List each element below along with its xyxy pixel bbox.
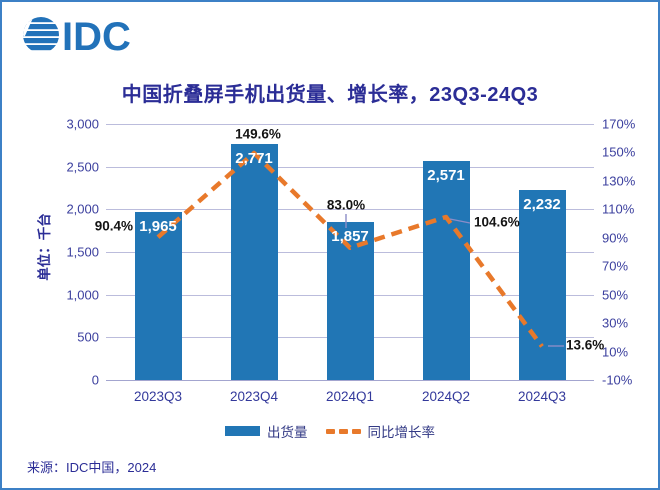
y-axis-right-tick: -10%: [602, 372, 633, 388]
gridline: [106, 124, 594, 125]
legend-item-shipments: 出货量: [225, 421, 308, 441]
y-axis-left-tick: 3,000: [66, 116, 99, 132]
bar-value-label: 1,965: [139, 218, 177, 236]
legend-item-growth: 同比增长率: [325, 421, 436, 441]
y-axis-right-tick: 70%: [602, 258, 629, 274]
y-axis-right-tick: 130%: [602, 173, 636, 189]
y-axis-left-tick: 1,000: [66, 287, 99, 303]
x-axis-tick: 2023Q3: [133, 389, 183, 404]
idc-logo: IDC: [22, 13, 144, 62]
idc-logo-text: IDC: [62, 15, 131, 57]
y-axis-right-tick: 50%: [602, 287, 629, 303]
gridline: [106, 166, 594, 168]
idc-logo-graphic: IDC: [23, 15, 131, 59]
legend: 出货量 同比增长率: [2, 421, 658, 441]
growth-rate-label: 104.6%: [474, 214, 520, 230]
bar-2024Q1: [326, 221, 374, 380]
growth-rate-label: 149.6%: [235, 126, 281, 142]
chart-title: 中国折叠屏手机出货量、增长率，23Q3-24Q3: [121, 84, 539, 106]
legend-label-shipments: 出货量: [267, 425, 308, 440]
bar-value-label: 2,771: [235, 149, 273, 167]
bar-2024Q2: [422, 160, 470, 380]
bar-value-label: 1,857: [331, 227, 369, 245]
legend-dash-swatch: [325, 428, 361, 434]
y-axis-left-tick: 2,500: [66, 159, 99, 175]
y-axis-left-tick: 1,500: [66, 244, 99, 260]
y-axis-left-tick: 500: [77, 329, 99, 345]
gridline: [106, 380, 594, 381]
growth-rate-label: 83.0%: [326, 197, 366, 213]
y-axis-right-tick: 90%: [602, 230, 629, 246]
globe-icon: [23, 17, 59, 51]
bar-value-label: 2,571: [427, 166, 465, 184]
source-note: 来源：IDC中国，2024: [27, 460, 157, 475]
bar-2023Q4: [230, 143, 278, 380]
y-axis-left-tick: 2,000: [66, 201, 99, 217]
legend-bar-swatch: [225, 426, 260, 436]
y-axis-right-tick: 170%: [602, 116, 636, 132]
y-axis-right-tick: 150%: [602, 144, 636, 160]
x-axis-tick: 2024Q2: [421, 389, 471, 404]
bar-2023Q3: [134, 212, 182, 380]
x-axis-tick: 2024Q1: [325, 389, 375, 404]
x-axis-tick: 2024Q3: [517, 389, 567, 404]
legend-label-growth: 同比增长率: [367, 425, 436, 440]
y-axis-left-tick: 0: [91, 372, 99, 388]
x-axis-tick: 2023Q4: [229, 389, 279, 404]
bar-2024Q3: [518, 189, 566, 380]
y-axis-right-tick: 30%: [602, 315, 629, 331]
y-axis-right-tick: 110%: [602, 201, 635, 217]
growth-rate-label: 13.6%: [566, 337, 605, 353]
y-axis-right-tick: 10%: [602, 344, 629, 360]
growth-rate-label: 90.4%: [94, 218, 133, 234]
bar-value-label: 2,232: [523, 195, 561, 213]
